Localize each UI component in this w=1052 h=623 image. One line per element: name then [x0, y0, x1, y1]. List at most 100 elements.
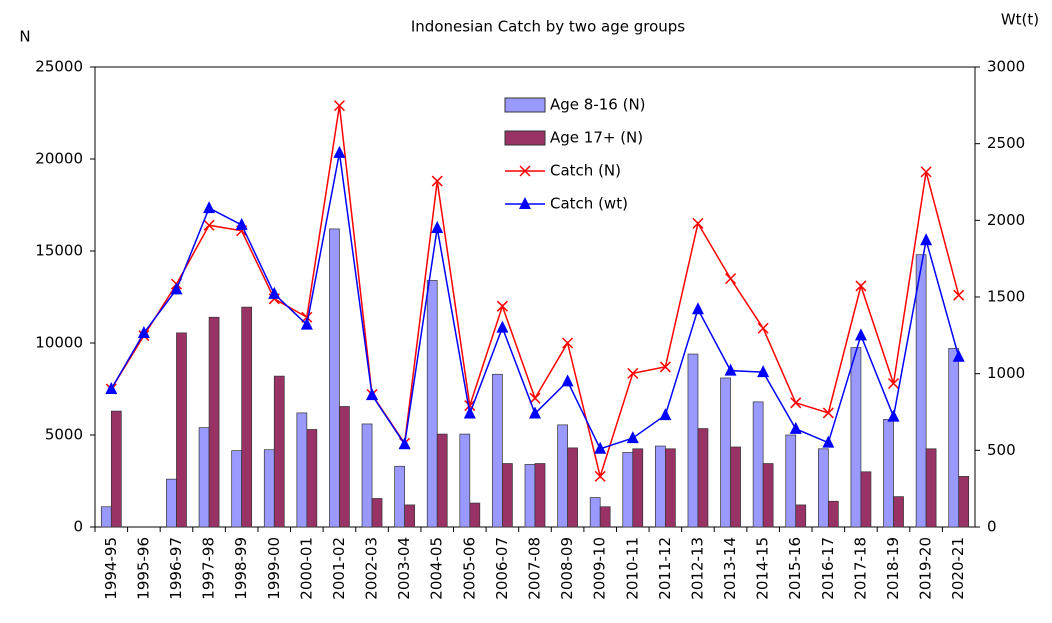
marker — [594, 441, 607, 454]
y-tick-label: 5000 — [45, 426, 83, 444]
bar — [850, 347, 862, 528]
marker — [626, 431, 639, 444]
bar — [925, 448, 937, 528]
marker — [529, 406, 541, 419]
x-tick-label: 1996-97 — [167, 537, 185, 600]
x-tick-label: 2004-05 — [428, 537, 446, 600]
legend-label: Age 17+ (N) — [550, 129, 643, 147]
marker — [170, 282, 183, 295]
marker — [203, 201, 216, 214]
bar — [557, 424, 568, 528]
bar — [502, 463, 513, 528]
x-tick-label: 2012-13 — [688, 537, 706, 600]
marker — [659, 408, 672, 421]
bar — [329, 228, 340, 528]
y2-tick-label: 2000 — [987, 211, 1025, 229]
marker — [203, 219, 215, 231]
bar — [176, 332, 187, 528]
marker — [431, 221, 444, 233]
bar — [426, 280, 438, 528]
legend-marker — [519, 197, 531, 209]
bar — [469, 502, 481, 528]
x-tick-label: 2020-21 — [949, 537, 967, 600]
x-tick-label: 2007-08 — [526, 537, 544, 600]
bar — [860, 471, 872, 528]
x-tick-label: 1995-96 — [134, 537, 152, 600]
marker — [268, 286, 281, 299]
bar — [534, 463, 546, 528]
marker — [691, 302, 704, 315]
marker — [398, 437, 411, 450]
marker — [692, 217, 704, 229]
marker — [562, 337, 574, 349]
y2-tick-label: 500 — [987, 441, 1016, 459]
bar — [524, 464, 536, 528]
marker — [137, 326, 150, 339]
y2-tick-label: 2500 — [987, 134, 1025, 152]
legend-label: Age 8-16 (N) — [550, 96, 646, 114]
marker — [757, 365, 770, 378]
x-tick-label: 2002-03 — [363, 537, 381, 600]
marker — [887, 377, 900, 390]
legend-swatch — [504, 130, 546, 146]
x-tick-label: 2010-11 — [623, 537, 641, 600]
bar — [883, 419, 894, 528]
bar — [655, 445, 666, 528]
marker — [464, 400, 476, 412]
marker — [789, 421, 802, 434]
y-tick-label: 0 — [73, 518, 83, 536]
bar — [589, 497, 601, 528]
bar — [762, 463, 774, 528]
y2-tick-label: 0 — [987, 518, 997, 536]
bar — [361, 423, 373, 528]
y2-tick-label: 1500 — [987, 288, 1025, 306]
marker — [920, 166, 932, 178]
bar — [100, 506, 112, 528]
x-tick-label: 2015-16 — [786, 537, 804, 600]
y-tick-label: 10000 — [35, 334, 83, 352]
bar — [948, 348, 960, 528]
y2-axis-label: Wt(t) — [1001, 11, 1039, 29]
bar — [567, 447, 578, 528]
marker — [366, 388, 379, 401]
marker — [105, 382, 118, 394]
marker — [659, 361, 671, 373]
bar — [231, 450, 243, 528]
marker — [496, 300, 508, 312]
x-tick-label: 2001-02 — [330, 537, 348, 600]
bar — [752, 401, 764, 528]
marker — [300, 317, 313, 330]
marker — [887, 409, 900, 422]
bar — [893, 496, 904, 528]
bar — [166, 478, 177, 528]
bar — [371, 498, 383, 528]
x-tick-label: 2019-20 — [917, 537, 935, 600]
bar — [492, 373, 503, 528]
marker — [235, 217, 248, 230]
marker — [431, 175, 443, 187]
x-tick-label: 2009-10 — [591, 537, 609, 600]
marker — [333, 100, 345, 112]
bar — [720, 377, 731, 528]
bar — [622, 452, 634, 528]
marker — [953, 289, 965, 301]
bar — [208, 316, 220, 528]
bar — [436, 433, 448, 528]
bar — [459, 433, 471, 528]
x-tick-label: 2013-14 — [721, 537, 739, 600]
bar — [599, 506, 611, 528]
bar — [730, 446, 741, 528]
marker — [496, 320, 509, 333]
y-axis-label: N — [19, 28, 30, 46]
bar — [915, 254, 927, 528]
bar — [827, 500, 839, 528]
marker — [333, 145, 346, 158]
marker — [757, 322, 769, 334]
line — [110, 105, 960, 480]
marker — [952, 349, 965, 362]
y2-tick-label: 1000 — [987, 364, 1025, 382]
bar — [795, 504, 807, 528]
legend-marker — [519, 165, 531, 177]
bar — [394, 465, 405, 528]
